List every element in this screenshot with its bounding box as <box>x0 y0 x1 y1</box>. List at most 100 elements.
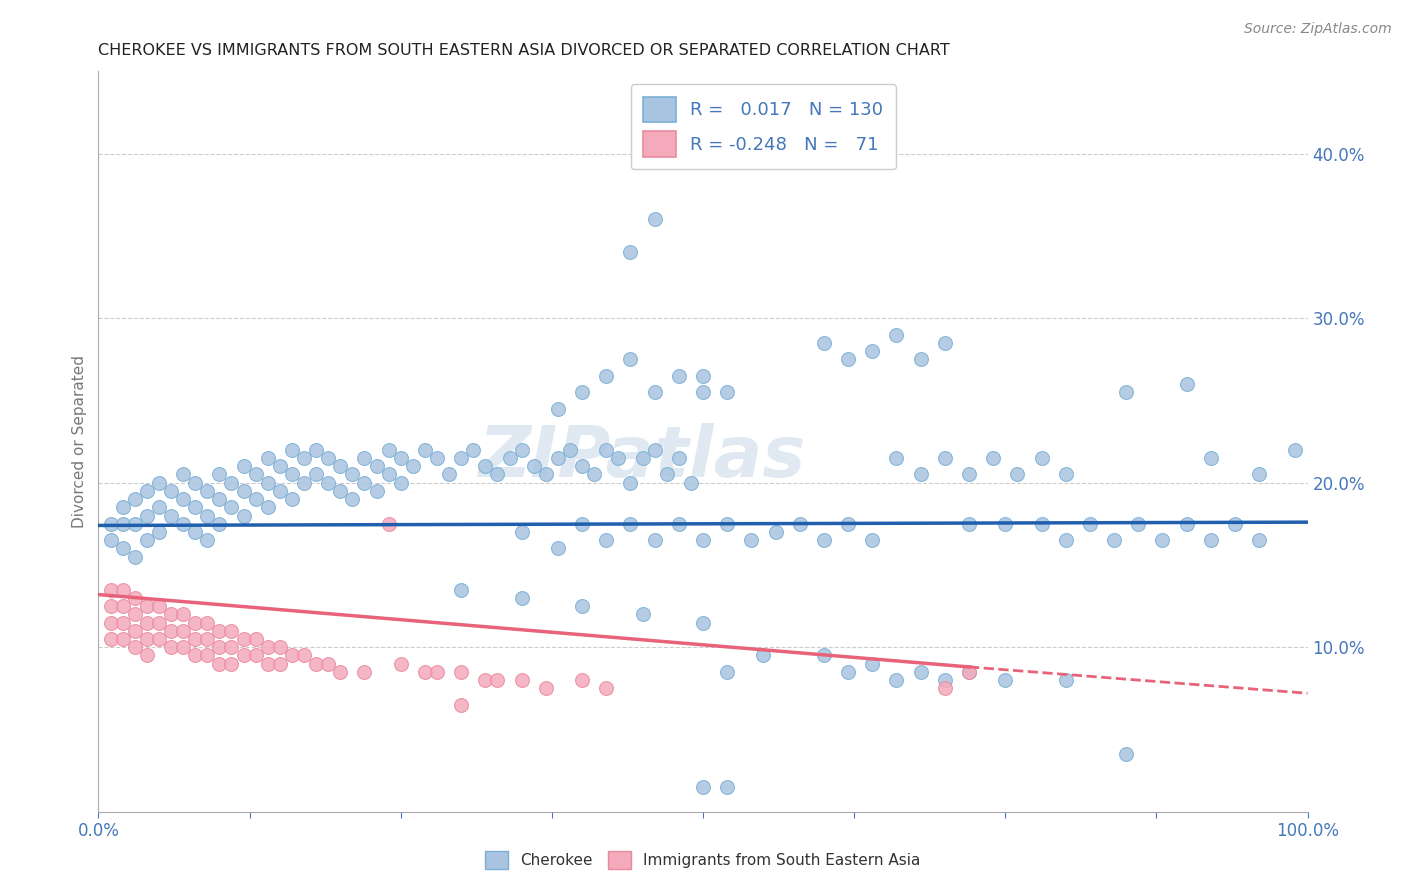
Point <box>450 450 472 465</box>
Point <box>269 459 291 474</box>
Point <box>195 648 218 663</box>
Point <box>619 475 641 490</box>
Point <box>135 483 157 498</box>
Point <box>389 475 412 490</box>
Point <box>1031 516 1053 531</box>
Point <box>292 648 315 663</box>
Point <box>281 442 304 457</box>
Point <box>740 533 762 548</box>
Point <box>910 352 932 367</box>
Point <box>547 541 569 556</box>
Point <box>232 483 254 498</box>
Point <box>329 665 352 679</box>
Point <box>100 533 122 548</box>
Point <box>463 442 485 457</box>
Point <box>1223 516 1246 531</box>
Point <box>595 533 617 548</box>
Point <box>305 467 328 482</box>
Point <box>148 524 170 539</box>
Point <box>232 459 254 474</box>
Point <box>195 508 218 523</box>
Point <box>1199 533 1222 548</box>
Point <box>124 607 146 622</box>
Point <box>208 467 231 482</box>
Point <box>100 615 122 630</box>
Point <box>111 615 134 630</box>
Point <box>124 492 146 507</box>
Point <box>269 657 291 671</box>
Point <box>111 516 134 531</box>
Point <box>148 475 170 490</box>
Point <box>1115 385 1137 400</box>
Point <box>644 533 666 548</box>
Point <box>221 640 243 655</box>
Point <box>184 648 207 663</box>
Point <box>668 516 690 531</box>
Point <box>1175 516 1198 531</box>
Point <box>716 780 738 794</box>
Point <box>124 624 146 638</box>
Point <box>377 467 399 482</box>
Point <box>316 475 339 490</box>
Point <box>256 450 278 465</box>
Point <box>413 442 436 457</box>
Point <box>245 492 267 507</box>
Point <box>994 516 1017 531</box>
Y-axis label: Divorced or Separated: Divorced or Separated <box>72 355 87 528</box>
Text: Source: ZipAtlas.com: Source: ZipAtlas.com <box>1244 22 1392 37</box>
Point <box>342 492 364 507</box>
Point <box>1054 467 1077 482</box>
Point <box>631 450 654 465</box>
Point <box>389 450 412 465</box>
Point <box>619 352 641 367</box>
Point <box>172 640 194 655</box>
Point <box>148 599 170 613</box>
Point <box>353 475 375 490</box>
Point <box>124 516 146 531</box>
Point <box>934 450 956 465</box>
Point <box>269 483 291 498</box>
Point <box>366 459 388 474</box>
Point <box>160 508 183 523</box>
Point <box>860 533 883 548</box>
Point <box>100 516 122 531</box>
Point <box>886 327 908 342</box>
Point <box>426 450 449 465</box>
Point <box>184 500 207 515</box>
Point <box>571 459 593 474</box>
Point <box>329 483 352 498</box>
Point <box>160 624 183 638</box>
Point <box>342 467 364 482</box>
Point <box>486 467 509 482</box>
Point <box>353 450 375 465</box>
Point <box>256 640 278 655</box>
Point <box>655 467 678 482</box>
Point <box>292 450 315 465</box>
Point <box>1249 467 1271 482</box>
Point <box>160 607 183 622</box>
Point <box>571 673 593 687</box>
Point <box>644 385 666 400</box>
Point <box>595 368 617 383</box>
Point <box>631 607 654 622</box>
Point <box>135 508 157 523</box>
Point <box>135 632 157 646</box>
Point <box>100 632 122 646</box>
Point <box>124 549 146 564</box>
Point <box>148 500 170 515</box>
Point <box>124 591 146 605</box>
Point <box>221 475 243 490</box>
Point <box>716 665 738 679</box>
Point <box>595 681 617 696</box>
Point <box>232 632 254 646</box>
Point <box>957 665 980 679</box>
Point <box>366 483 388 498</box>
Point <box>837 352 859 367</box>
Point <box>160 483 183 498</box>
Point <box>957 467 980 482</box>
Point <box>595 442 617 457</box>
Point <box>752 648 775 663</box>
Point <box>450 698 472 712</box>
Point <box>184 632 207 646</box>
Text: CHEROKEE VS IMMIGRANTS FROM SOUTH EASTERN ASIA DIVORCED OR SEPARATED CORRELATION: CHEROKEE VS IMMIGRANTS FROM SOUTH EASTER… <box>98 43 950 58</box>
